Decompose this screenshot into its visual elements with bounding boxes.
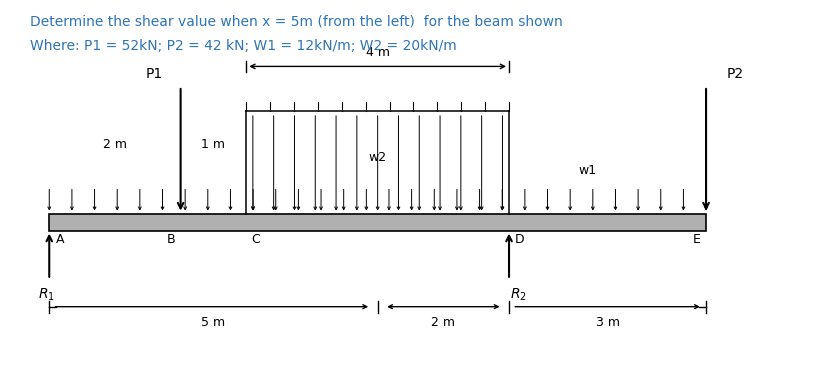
Text: w2: w2 bbox=[369, 150, 387, 164]
Text: 2 m: 2 m bbox=[103, 138, 127, 151]
Text: 2 m: 2 m bbox=[431, 316, 456, 330]
Text: w1: w1 bbox=[579, 164, 597, 177]
Text: P1: P1 bbox=[145, 67, 163, 81]
Text: A: A bbox=[56, 233, 64, 246]
Text: P2: P2 bbox=[727, 67, 744, 81]
Text: 1 m: 1 m bbox=[201, 138, 226, 151]
Text: E: E bbox=[693, 233, 701, 246]
Text: C: C bbox=[251, 233, 260, 246]
Text: D: D bbox=[514, 233, 524, 246]
Text: Where: P1 = 52kN; P2 = 42 kN; W1 = 12kN/m; W2 = 20kN/m: Where: P1 = 52kN; P2 = 42 kN; W1 = 12kN/… bbox=[30, 39, 456, 53]
Text: Determine the shear value when x = 5m (from the left)  for the beam shown: Determine the shear value when x = 5m (f… bbox=[30, 15, 562, 29]
Text: $R_2$: $R_2$ bbox=[511, 287, 527, 304]
Bar bbox=[49, 214, 706, 231]
Text: 5 m: 5 m bbox=[201, 316, 226, 330]
Text: $R_1$: $R_1$ bbox=[38, 287, 54, 304]
Text: 4 m: 4 m bbox=[365, 46, 390, 59]
Text: B: B bbox=[167, 233, 176, 246]
Text: 3 m: 3 m bbox=[595, 316, 620, 330]
